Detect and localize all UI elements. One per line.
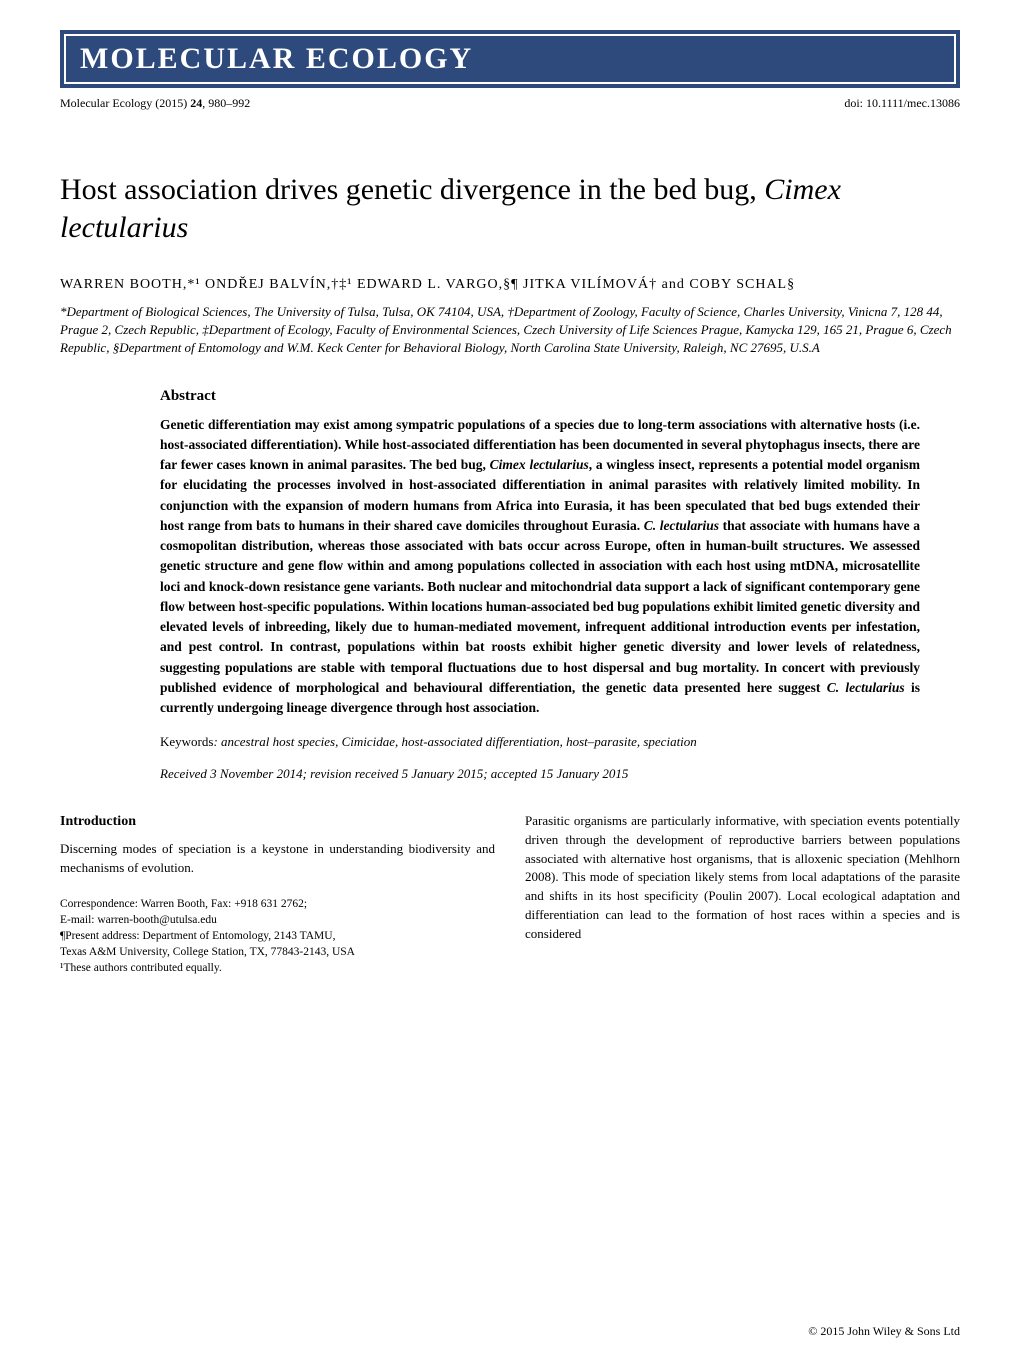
abstract-block: Abstract Genetic differentiation may exi…	[160, 388, 920, 782]
corr-line5: ¹These authors contributed equally.	[60, 960, 495, 976]
corr-line2: E-mail: warren-booth@utulsa.edu	[60, 912, 495, 928]
keywords-label: Keywords	[160, 734, 213, 749]
abstract-species2: C. lectularius	[644, 518, 719, 533]
left-column: Introduction Discerning modes of speciat…	[60, 812, 495, 976]
citation-pages: , 980–992	[202, 96, 250, 110]
copyright: © 2015 John Wiley & Sons Ltd	[808, 1324, 960, 1339]
affiliations: *Department of Biological Sciences, The …	[60, 303, 960, 358]
corr-line4: Texas A&M University, College Station, T…	[60, 944, 495, 960]
right-column: Parasitic organisms are particularly inf…	[525, 812, 960, 976]
title-part1: Host association drives genetic divergen…	[60, 173, 764, 206]
abstract-text: Genetic differentiation may exist among …	[160, 415, 920, 719]
dates: Received 3 November 2014; revision recei…	[160, 766, 920, 782]
journal-banner: MOLECULAR ECOLOGY	[60, 30, 960, 88]
doi: doi: 10.1111/mec.13086	[844, 96, 960, 111]
body-columns: Introduction Discerning modes of speciat…	[60, 812, 960, 976]
abstract-heading: Abstract	[160, 388, 920, 405]
journal-banner-inner: MOLECULAR ECOLOGY	[64, 34, 956, 84]
intro-right-text: Parasitic organisms are particularly inf…	[525, 812, 960, 944]
citation-left: Molecular Ecology (2015) 24, 980–992	[60, 96, 250, 111]
corr-line1: Correspondence: Warren Booth, Fax: +918 …	[60, 896, 495, 912]
citation-volume: 24	[190, 96, 202, 110]
intro-heading: Introduction	[60, 812, 495, 832]
keywords: Keywords: ancestral host species, Cimici…	[160, 732, 920, 752]
authors: WARREN BOOTH,*¹ ONDŘEJ BALVÍN,†‡¹ EDWARD…	[60, 274, 960, 295]
keywords-text: : ancestral host species, Cimicidae, hos…	[213, 734, 696, 749]
abstract-species3: C. lectularius	[827, 680, 905, 695]
abstract-species1: Cimex lectularius	[490, 457, 589, 472]
journal-name: MOLECULAR ECOLOGY	[80, 42, 940, 76]
citation-text: Molecular Ecology (2015)	[60, 96, 190, 110]
intro-left-text: Discerning modes of speciation is a keys…	[60, 840, 495, 878]
abstract-p1c: that associate with humans have a cosmop…	[160, 518, 920, 695]
corr-line3: ¶Present address: Department of Entomolo…	[60, 928, 495, 944]
correspondence: Correspondence: Warren Booth, Fax: +918 …	[60, 896, 495, 976]
citation-row: Molecular Ecology (2015) 24, 980–992 doi…	[60, 96, 960, 111]
article-title: Host association drives genetic divergen…	[60, 171, 960, 246]
